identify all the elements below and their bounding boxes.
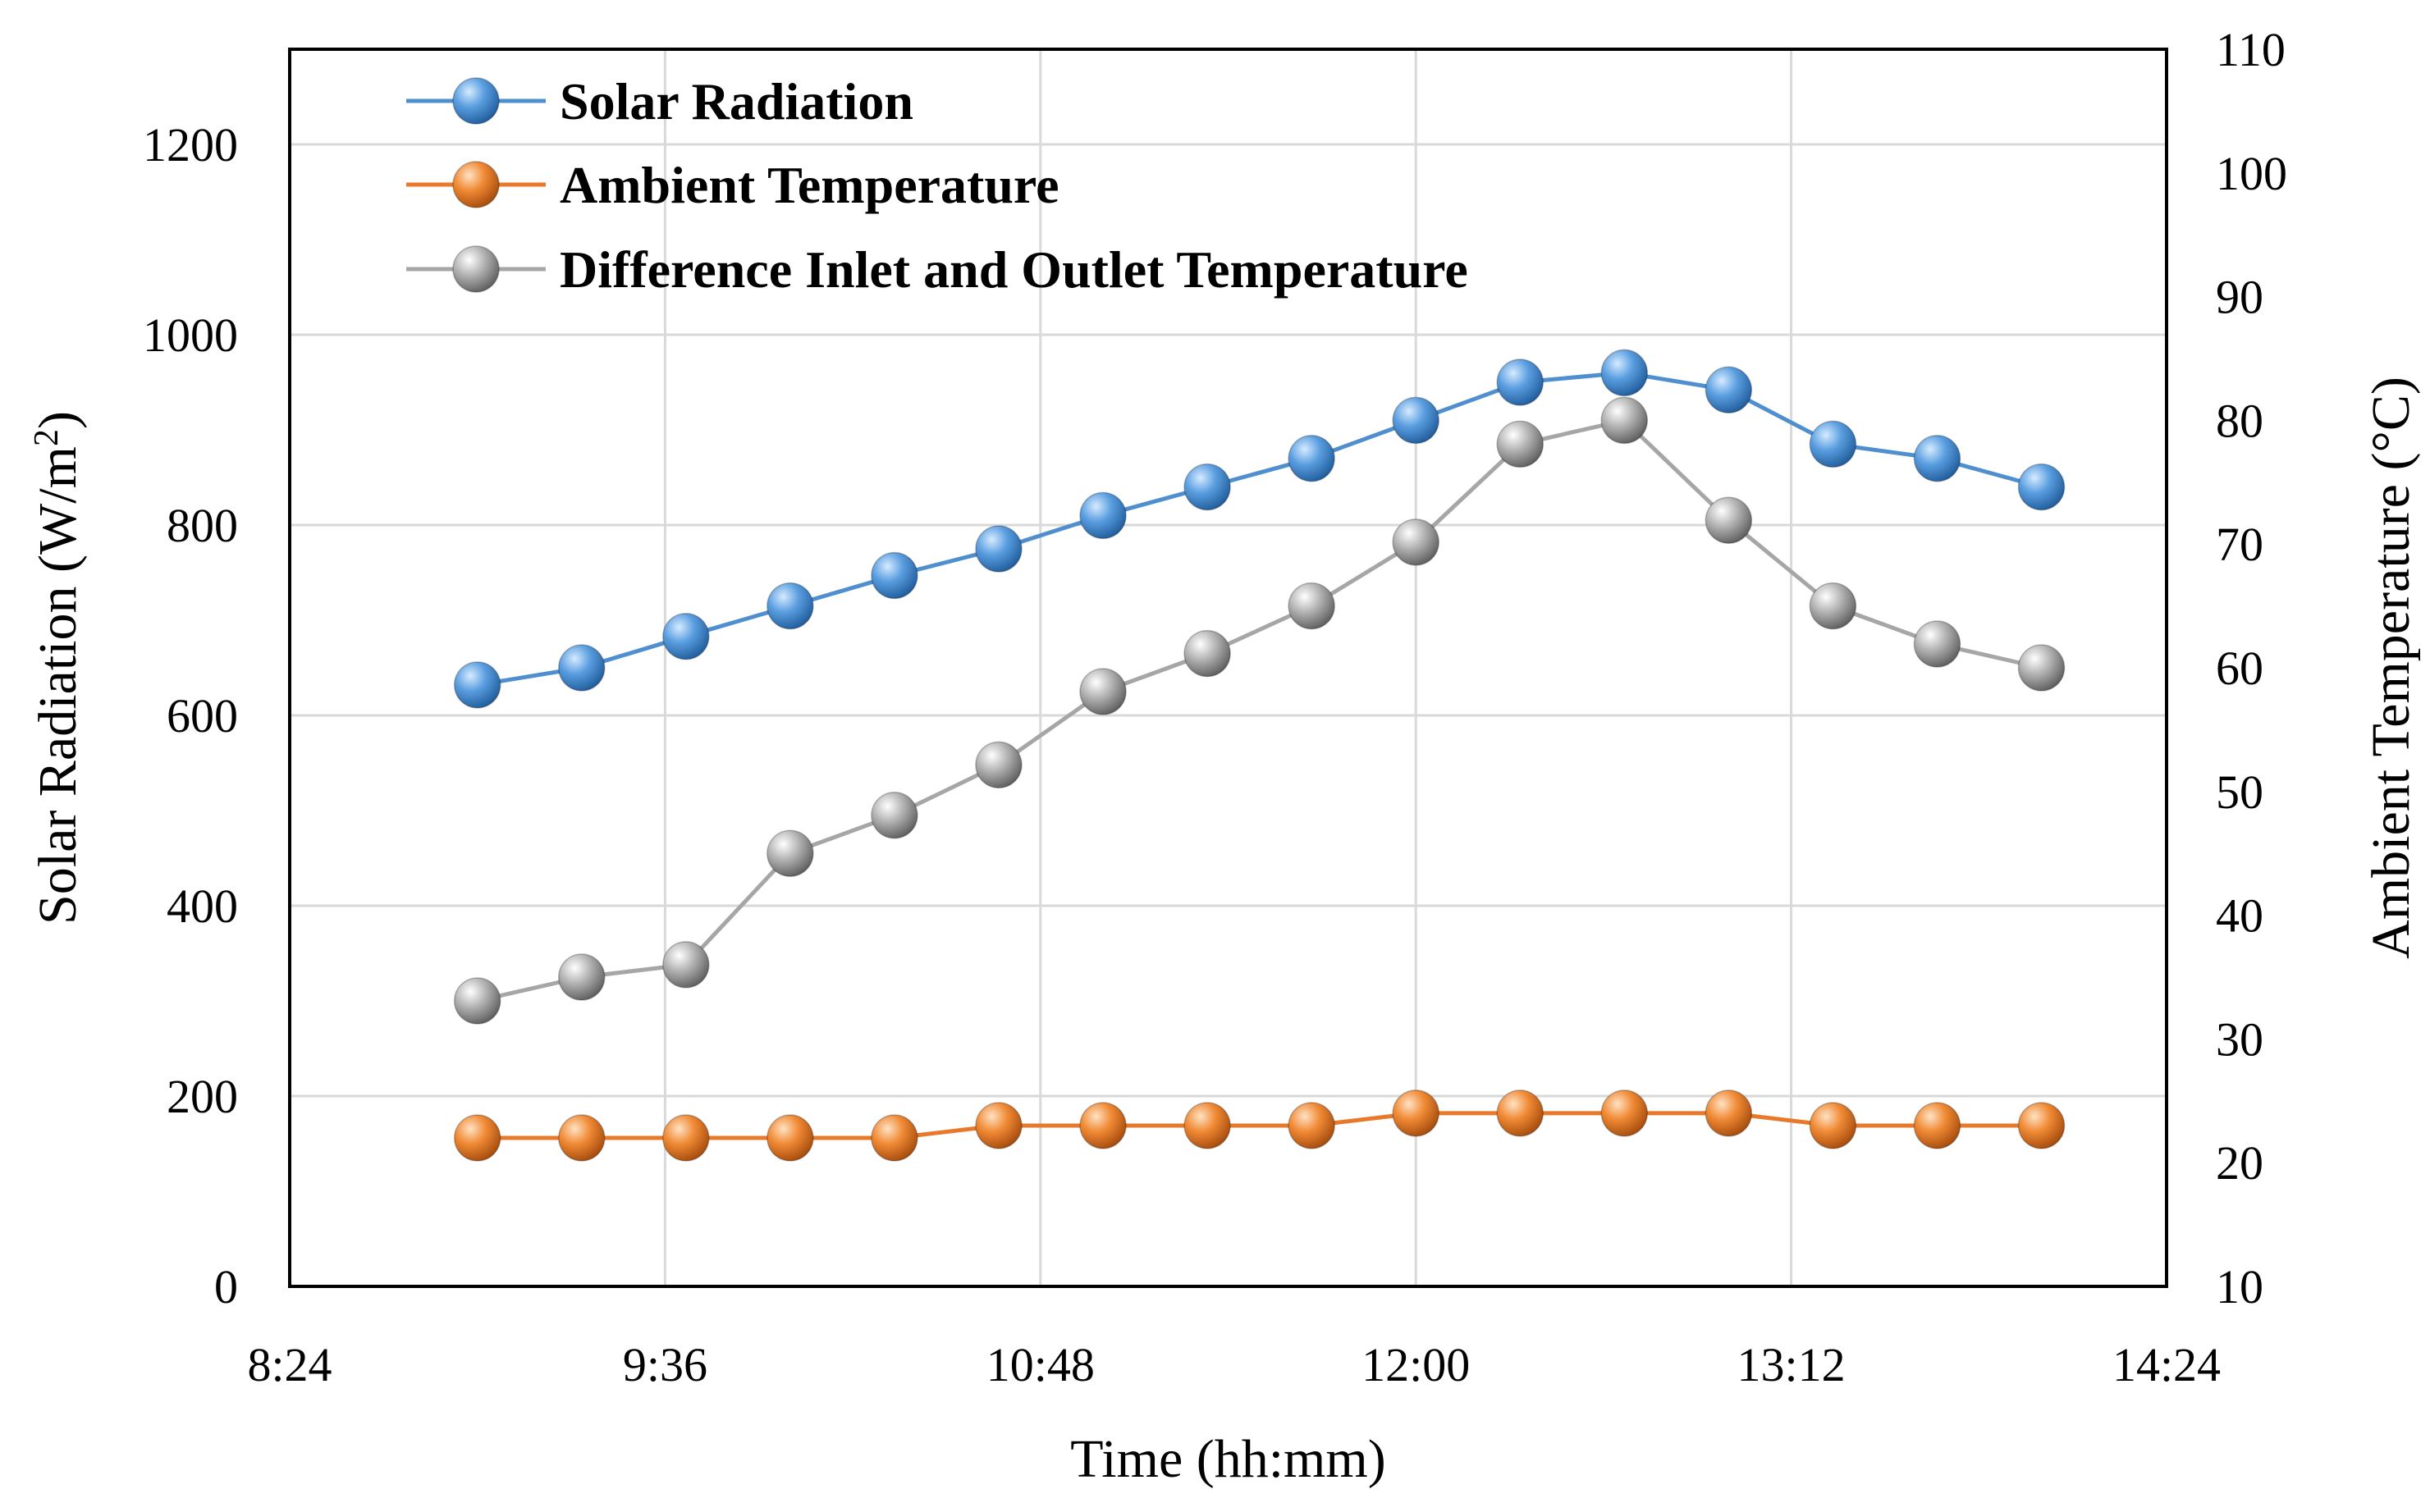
ambient-temperature-point [1809,1102,1857,1149]
solar-radiation-point [1913,435,1961,482]
right-y-tick-label: 70 [2216,518,2263,571]
difference-inlet-and-outlet-temperature-point [1496,420,1544,468]
right-y-tick-label: 30 [2216,1012,2263,1066]
legend-swatch-marker [452,245,500,293]
right-y-tick-label: 60 [2216,642,2263,695]
legend-label: Ambient Temperature [560,156,1059,214]
ambient-temperature-line [477,1111,2042,1140]
right-y-axis: 10 20 30 40 50 60 70 80 90 100 110 [2216,23,2287,1313]
ambient-temperature-point [558,1114,606,1162]
legend-label: Difference Inlet and Outlet Temperature [560,240,1468,299]
left-y-tick-label: 0 [214,1260,238,1313]
legend-swatch-marker [452,77,500,125]
legend-label: Solar Radiation [560,72,913,130]
right-y-tick-label: 90 [2216,271,2263,324]
left-y-axis-title: Solar Radiation (W/m2) [28,411,88,925]
plot-area [288,48,2168,1288]
difference-inlet-and-outlet-temperature-point [1913,620,1961,668]
ambient-temperature-point [1079,1102,1127,1149]
ambient-temperature-point [2017,1102,2066,1149]
x-tick-label: 13:12 [1737,1338,1846,1391]
x-tick-label: 9:36 [623,1338,707,1391]
solar-radiation-point [662,612,710,660]
series-lines [477,370,2043,1140]
x-axis: 8:24 9:36 10:48 12:00 13:12 14:24 [247,1338,2221,1391]
solar-radiation-point [1183,463,1231,511]
difference-inlet-and-outlet-temperature-line [477,418,2043,1003]
difference-inlet-and-outlet-temperature-point [767,829,814,877]
solar-radiation-line [477,370,2043,687]
difference-inlet-and-outlet-temperature-point [1079,668,1127,715]
ambient-temperature-point [662,1114,710,1162]
difference-inlet-and-outlet-temperature-point [1600,396,1649,445]
difference-inlet-and-outlet-temperature-point [871,792,918,839]
left-y-tick-label: 1200 [143,118,238,171]
legend-item: Solar Radiation [406,72,913,130]
right-y-axis-title: Ambient Temperature (°C) [2361,377,2421,959]
solar-radiation-point [1079,491,1127,540]
legend-item: Ambient Temperature [406,156,1059,214]
difference-inlet-and-outlet-temperature-point [453,977,501,1025]
x-tick-label: 8:24 [247,1338,332,1391]
right-y-tick-label: 100 [2216,147,2287,200]
right-y-tick-label: 40 [2216,889,2263,943]
ambient-temperature-point [1913,1102,1961,1149]
ambient-temperature-point [1496,1089,1544,1137]
right-y-tick-label: 110 [2216,23,2286,76]
left-y-tick-label: 600 [167,689,238,742]
legend-swatch-marker [452,161,500,208]
left-y-tick-label: 1000 [143,308,238,362]
solar-radiation-point [1496,359,1544,406]
legend-item: Difference Inlet and Outlet Temperature [406,240,1468,299]
left-y-tick-label: 400 [167,879,238,933]
ambient-temperature-point [767,1114,814,1162]
ambient-temperature-point [1183,1102,1231,1149]
ambient-temperature-point [1705,1089,1753,1137]
solar-radiation-point [2017,463,2066,511]
x-axis-title: Time (hh:mm) [1070,1429,1385,1489]
x-tick-label: 14:24 [2112,1338,2221,1391]
difference-inlet-and-outlet-temperature-point [2017,644,2066,692]
solar-radiation-point [1392,396,1439,445]
right-y-tick-label: 80 [2216,394,2263,447]
x-tick-label: 10:48 [986,1338,1095,1391]
solar-radiation-point [453,661,501,709]
ambient-temperature-point [1392,1089,1439,1137]
left-y-axis: 0 200 400 600 800 1000 1200 [143,118,238,1313]
solar-radiation-point [558,644,606,692]
difference-inlet-and-outlet-temperature-point [558,953,606,1001]
solar-radiation-point [1809,420,1857,468]
difference-inlet-and-outlet-temperature-point [1288,582,1335,630]
difference-inlet-and-outlet-temperature-point [1705,496,1753,544]
ambient-temperature-point [453,1114,501,1162]
ambient-temperature-point [871,1114,918,1162]
solar-radiation-point [1288,435,1335,482]
right-y-tick-label: 10 [2216,1260,2263,1313]
ambient-temperature-point [1600,1089,1649,1137]
left-y-tick-label: 200 [167,1070,238,1123]
difference-inlet-and-outlet-temperature-point [1392,518,1439,566]
x-tick-label: 12:00 [1361,1338,1470,1391]
series-markers [453,349,2066,1162]
left-y-tick-label: 800 [167,499,238,552]
solar-radiation-point [975,525,1023,573]
right-y-tick-label: 50 [2216,765,2263,819]
solar-radiation-point [1705,366,1753,414]
solar-radiation-point [871,551,918,600]
ambient-temperature-point [1288,1102,1335,1149]
difference-inlet-and-outlet-temperature-point [1809,582,1857,630]
legend: Solar Radiation Ambient Temperature Differ… [406,72,1468,299]
difference-inlet-and-outlet-temperature-point [1183,629,1231,678]
difference-inlet-and-outlet-temperature-point [662,941,710,989]
right-y-tick-label: 20 [2216,1136,2263,1190]
ambient-temperature-point [975,1102,1023,1149]
solar-radiation-point [1600,349,1649,397]
left-y-axis-title-superscript: 2 [28,429,66,446]
solar-radiation-point [767,582,814,630]
difference-inlet-and-outlet-temperature-point [975,741,1023,789]
